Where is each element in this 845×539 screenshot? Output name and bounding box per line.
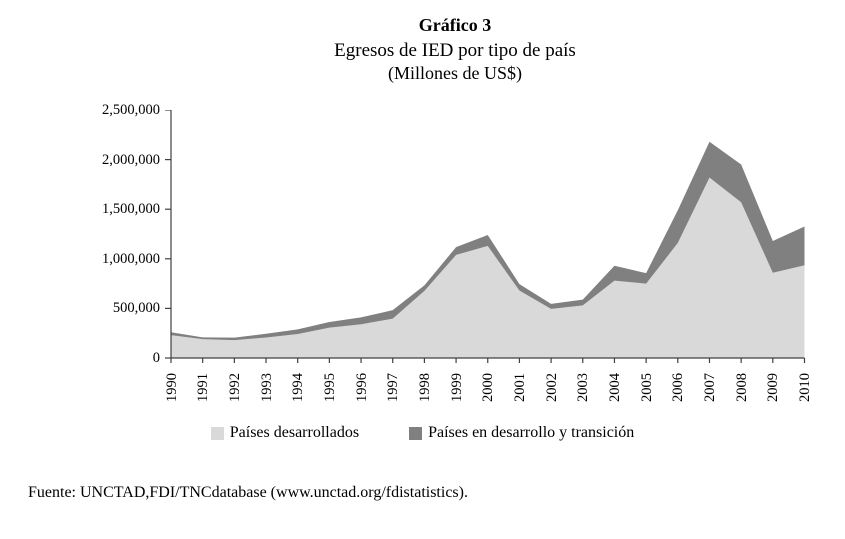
y-tick-label: 2,500,000 bbox=[102, 102, 160, 118]
x-tick-label: 1990 bbox=[163, 373, 180, 402]
x-tick-label: 1995 bbox=[321, 373, 338, 402]
legend-label: Países desarrollados bbox=[229, 424, 360, 441]
x-tick-label: 2007 bbox=[701, 373, 718, 402]
series-area-paises-desarrollados bbox=[171, 177, 805, 358]
chart-title-block: Gráfico 3 Egresos de IED por tipo de paí… bbox=[65, 14, 845, 85]
x-tick-label: 2002 bbox=[543, 373, 560, 402]
x-tick-label: 2008 bbox=[733, 373, 750, 402]
chart-area: 0 500,000 1,000,000 1,500,000 2,000,000 2,500… bbox=[55, 102, 813, 402]
x-tick-label: 2006 bbox=[670, 373, 687, 402]
y-tick-label: 0 bbox=[152, 350, 160, 366]
legend-label: Países en desarrollo y transición bbox=[428, 424, 635, 441]
x-tick-label: 2009 bbox=[765, 373, 782, 402]
x-tick-label: 2000 bbox=[480, 373, 497, 402]
x-tick-label: 1996 bbox=[353, 373, 370, 402]
x-tick-label: 2010 bbox=[797, 373, 813, 402]
x-tick-label: 2004 bbox=[606, 373, 623, 402]
chart-subtitle: Egresos de IED por tipo de país bbox=[334, 39, 576, 61]
source-note: Fuente: UNCTAD,FDI/TNCdatabase (www.unct… bbox=[28, 484, 468, 501]
legend: Países desarrollados Países en desarroll… bbox=[0, 424, 845, 442]
x-axis-labels: 1990 1991 1992 1993 1994 1995 1996 1997 1998 1999… bbox=[163, 373, 814, 402]
y-tick-label: 1,500,000 bbox=[102, 201, 160, 218]
legend-swatch-dark-icon bbox=[409, 426, 423, 440]
legend-item-desarrollo-transicion: Países en desarrollo y transición bbox=[409, 424, 634, 442]
x-tick-label: 1991 bbox=[195, 373, 212, 402]
y-tick-label: 2,000,000 bbox=[102, 151, 160, 168]
x-tick-label: 2001 bbox=[511, 373, 528, 402]
x-tick-label: 1997 bbox=[385, 373, 402, 402]
legend-item-desarrollados: Países desarrollados bbox=[210, 424, 360, 442]
x-tick-label: 2003 bbox=[575, 373, 592, 402]
y-tick-label: 1,000,000 bbox=[102, 250, 160, 267]
x-tick-label: 1994 bbox=[290, 373, 307, 402]
y-tick-label: 500,000 bbox=[112, 300, 160, 317]
chart-title: Gráfico 3 bbox=[418, 15, 492, 35]
x-tick-label: 1999 bbox=[448, 373, 465, 402]
stacked-area-plot bbox=[165, 110, 806, 363]
x-tick-label: 1993 bbox=[258, 373, 275, 402]
x-tick-label: 1992 bbox=[226, 373, 243, 402]
chart-units: (Millones de US$) bbox=[388, 63, 522, 84]
x-tick-label: 1998 bbox=[416, 373, 433, 402]
legend-swatch-light-icon bbox=[210, 426, 224, 440]
x-tick-label: 2005 bbox=[638, 373, 655, 402]
y-axis-labels: 0 500,000 1,000,000 1,500,000 2,000,000 2,500… bbox=[55, 102, 160, 370]
